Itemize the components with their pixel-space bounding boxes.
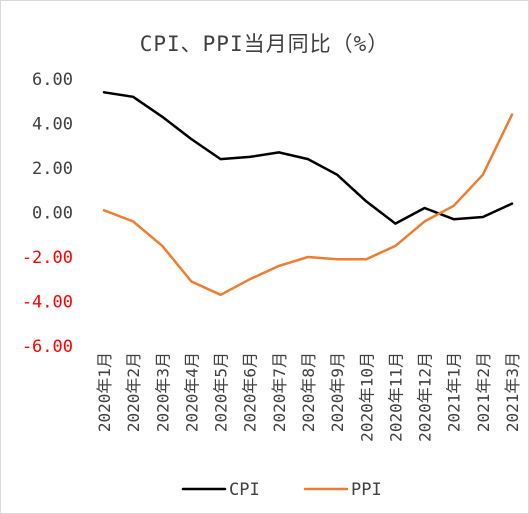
x-tick-label: 2020年3月	[153, 352, 172, 432]
y-tick-label: 6.00	[32, 70, 73, 90]
series-line-ppi	[102, 113, 514, 297]
x-tick-label: 2020年10月	[357, 352, 376, 442]
series-line-cpi	[102, 91, 514, 225]
legend-label-ppi: PPI	[351, 480, 382, 500]
x-tick-label: 2021年2月	[474, 352, 493, 432]
y-tick-label: 2.00	[32, 159, 73, 179]
x-tick-label: 2020年8月	[299, 352, 318, 432]
x-tick-label: 2020年1月	[95, 352, 114, 432]
x-tick-label: 2020年9月	[328, 352, 347, 432]
x-tick-label: 2020年12月	[416, 352, 435, 442]
y-tick-label: 4.00	[32, 115, 73, 135]
x-tick-label: 2020年11月	[386, 352, 405, 442]
chart-title: CPI、PPI当月同比（%）	[139, 32, 390, 56]
x-tick-label: 2020年6月	[241, 352, 260, 432]
x-tick-label: 2020年2月	[124, 352, 143, 432]
x-tick-label: 2021年3月	[503, 352, 522, 432]
x-tick-label: 2020年4月	[182, 352, 201, 432]
y-tick-label: -2.00	[22, 248, 73, 268]
y-tick-label: 0.00	[32, 204, 73, 224]
x-tick-label: 2020年7月	[270, 352, 289, 432]
legend-label-cpi: CPI	[229, 480, 260, 500]
y-tick-label: -4.00	[22, 293, 73, 313]
y-tick-label: -6.00	[22, 337, 73, 357]
x-tick-label: 2021年1月	[445, 352, 464, 432]
x-tick-label: 2020年5月	[212, 352, 231, 432]
